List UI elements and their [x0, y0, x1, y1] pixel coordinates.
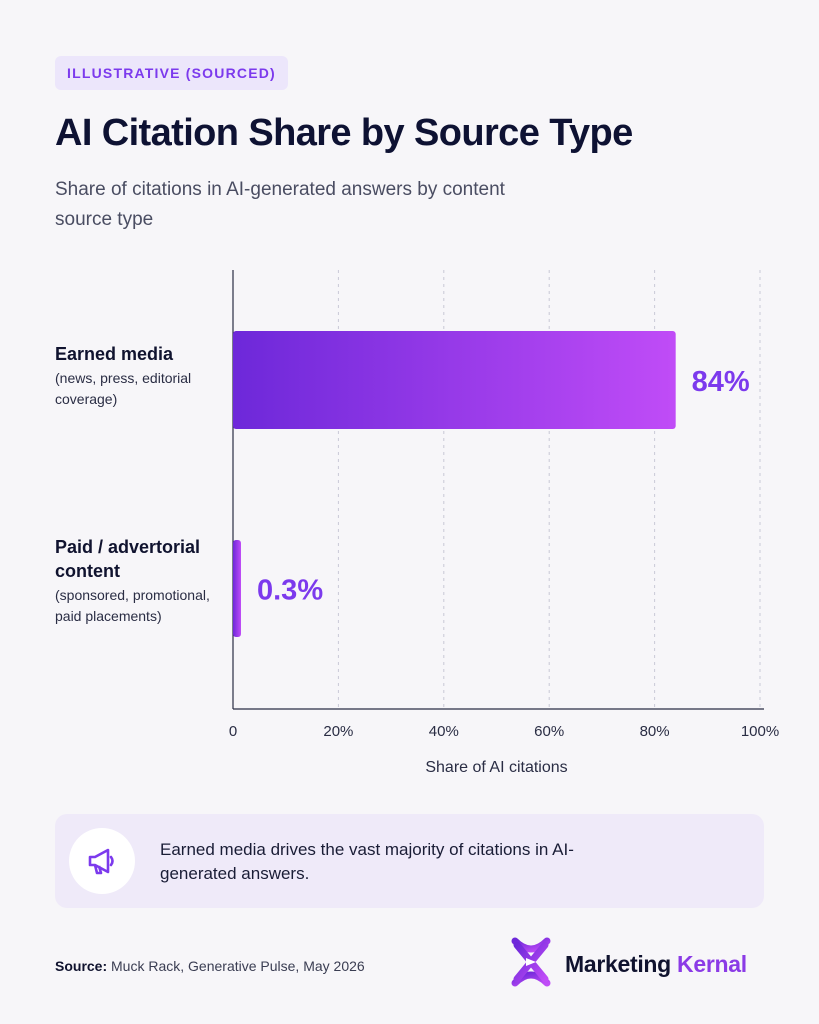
x-tick-label: 100%	[741, 723, 779, 740]
brand-logo: Marketing Kernal	[507, 937, 747, 991]
x-tick-label: 0	[229, 723, 237, 740]
marketing-kernal-logo-icon	[507, 935, 555, 994]
bar	[233, 540, 241, 637]
chart-tag: ILLUSTRATIVE (SOURCED)	[55, 56, 288, 90]
category-name: Paid / advertorial content	[55, 537, 201, 581]
chart-subtitle: Share of citations in AI-generated answe…	[55, 179, 505, 230]
x-tick-label: 80%	[640, 723, 670, 740]
brand-name-main: Marketing	[565, 950, 671, 977]
category-description: (news, press, editorial coverage)	[55, 370, 192, 407]
megaphone-icon	[69, 828, 135, 894]
category-label-paid-content: Paid / advertorial content (sponsored, p…	[55, 535, 235, 627]
x-axis-title: Share of AI citations	[425, 759, 567, 776]
category-name: Earned media	[55, 344, 174, 364]
bar-chart: 0 20% 40% 60% 80% 100% Share of AI citations 84…	[229, 270, 779, 776]
x-tick-label: 20%	[323, 723, 353, 740]
callout-text: Earned media drives the vast majority of…	[160, 840, 574, 883]
insight-callout: Earned media drives the vast majority of…	[55, 814, 764, 908]
bar	[233, 331, 676, 429]
category-description: (sponsored, promotional, paid placements…	[55, 587, 210, 624]
bar-value-label: 0.3%	[257, 575, 323, 607]
source-text: Muck Rack, Generative Pulse, May 2026	[111, 958, 365, 974]
x-tick-label: 40%	[429, 723, 459, 740]
brand-name: Marketing Kernal	[565, 951, 747, 978]
source-note: Source: Muck Rack, Generative Pulse, May…	[55, 958, 365, 974]
category-label-earned-media: Earned media (news, press, editorial cov…	[55, 342, 235, 410]
bar-value-label: 84%	[692, 366, 750, 398]
chart-title: AI Citation Share by Source Type	[55, 112, 633, 154]
brand-name-accent: Kernal	[677, 950, 747, 977]
x-tick-label: 60%	[534, 723, 564, 740]
source-label: Source:	[55, 958, 108, 974]
